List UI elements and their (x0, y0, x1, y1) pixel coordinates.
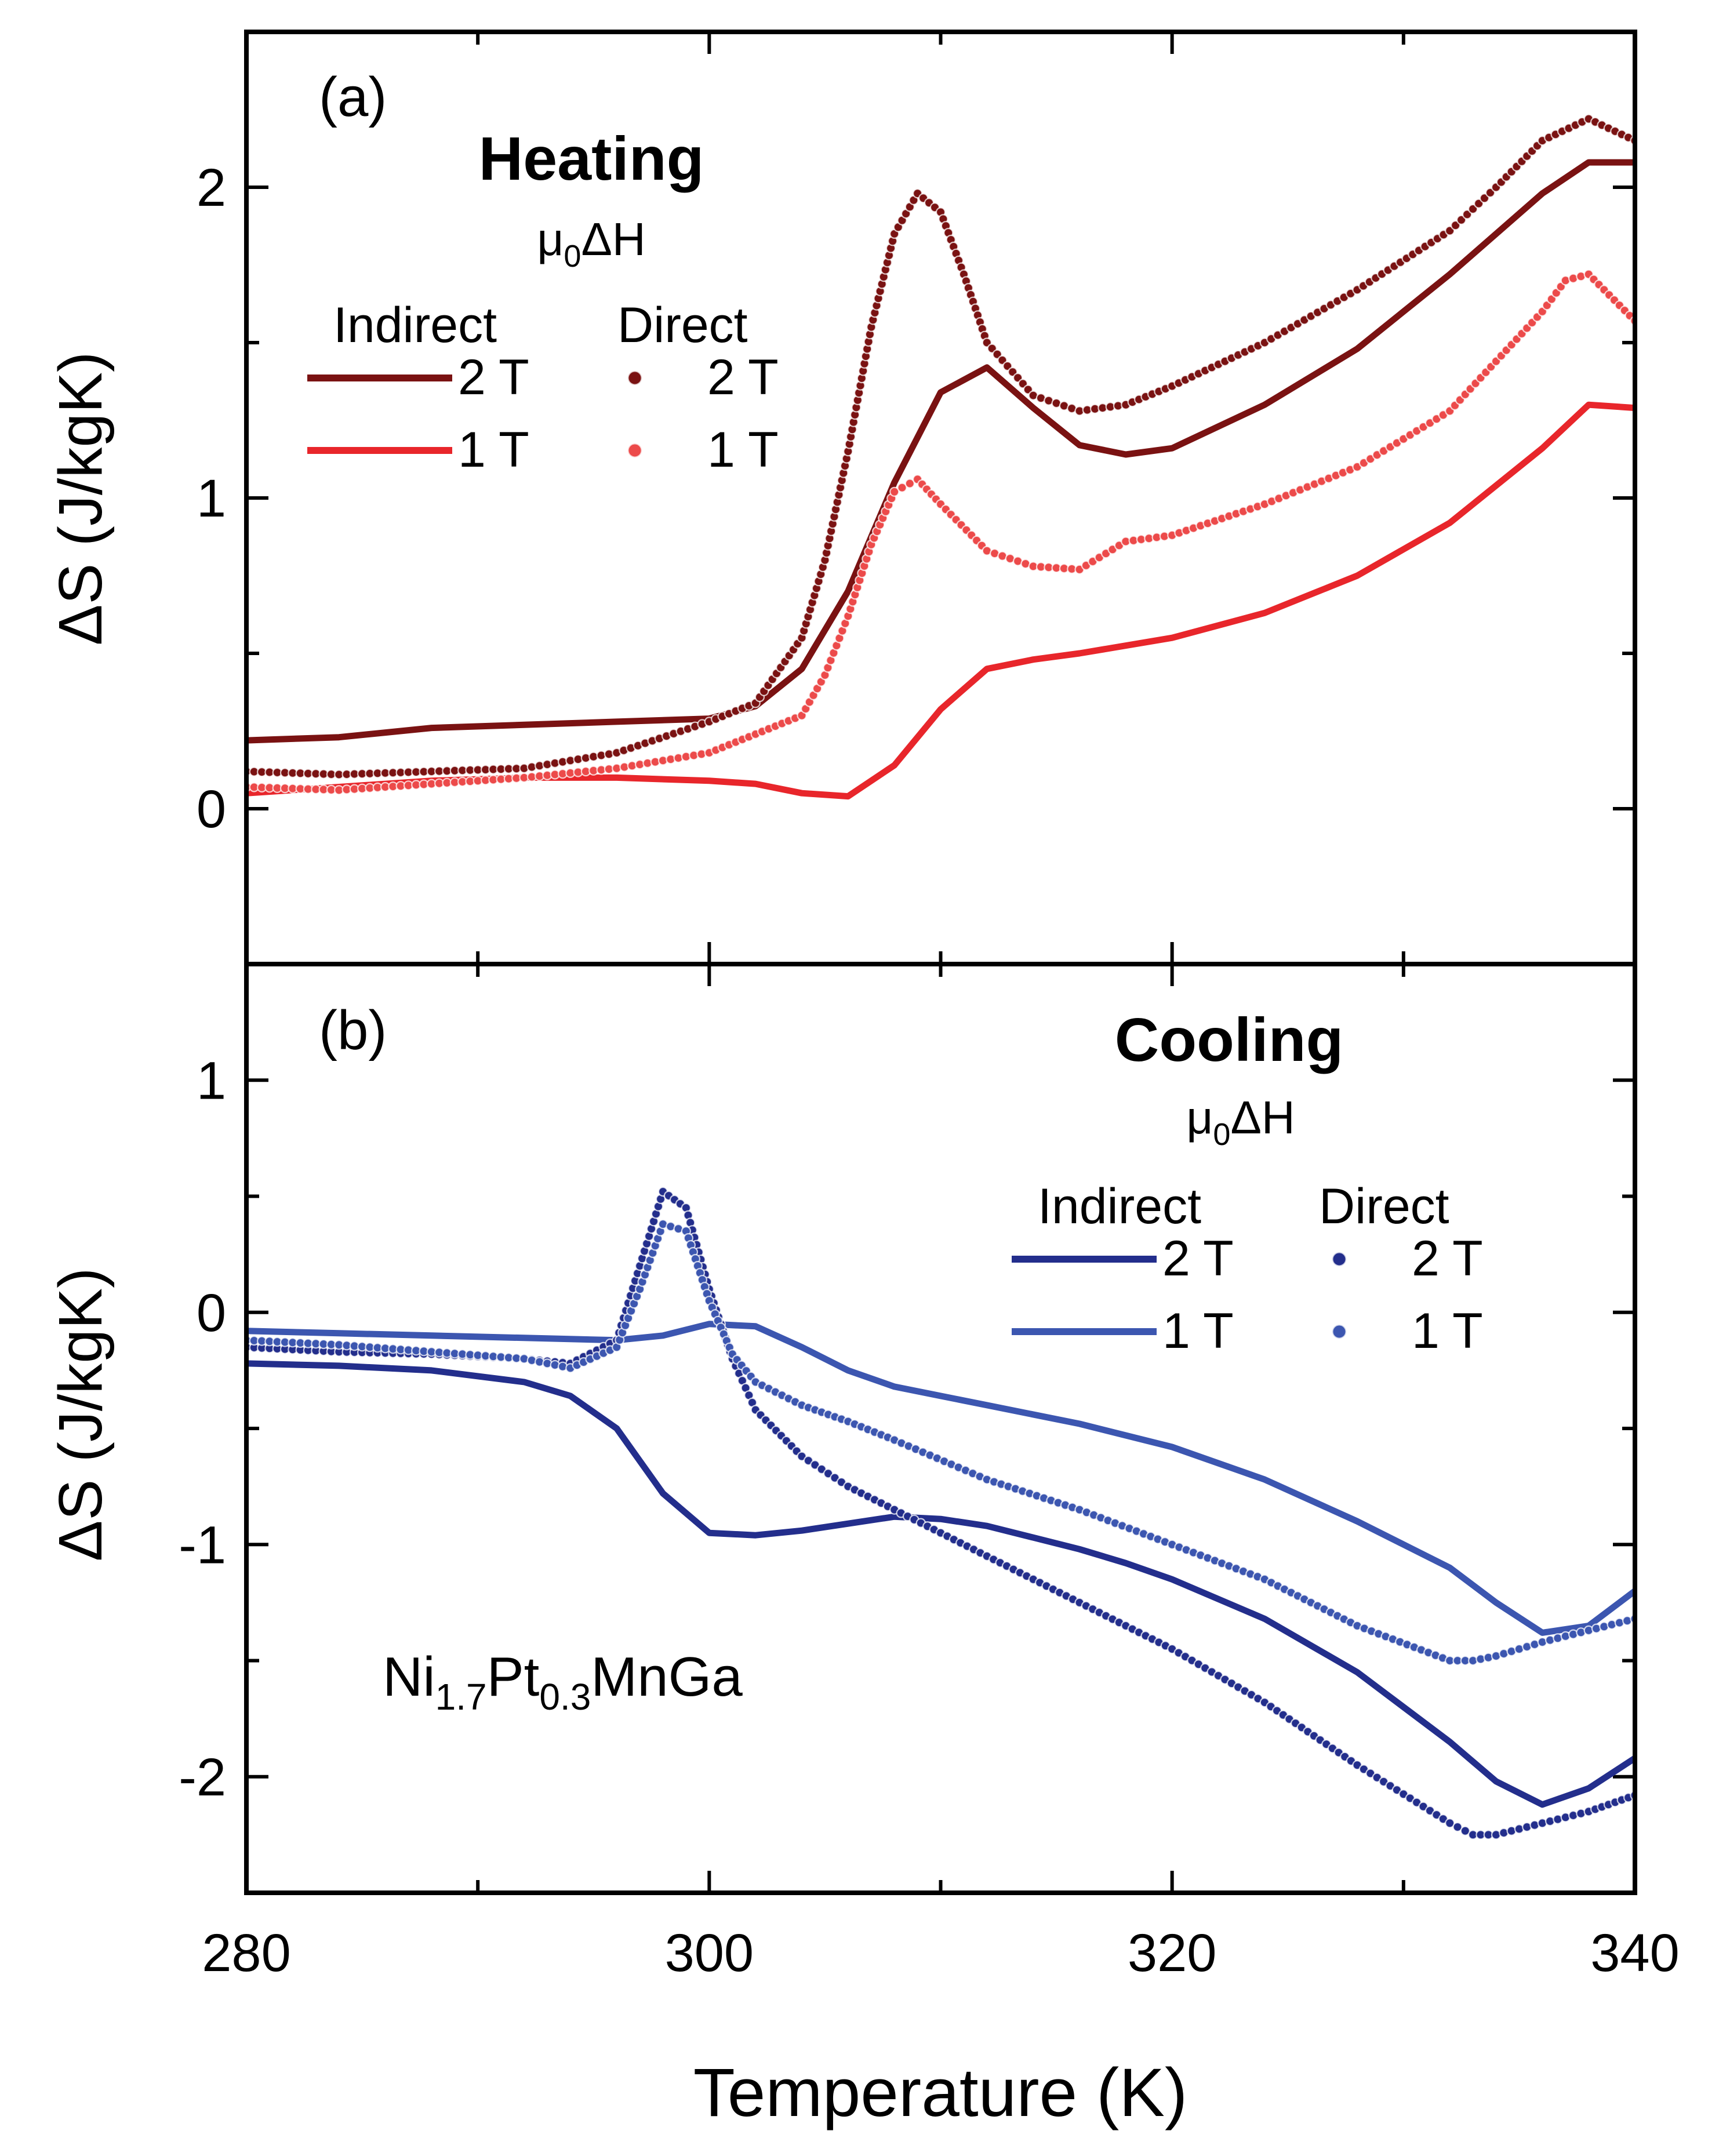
legend-label: 2 T (1412, 1231, 1483, 1286)
y-tick-label: -2 (179, 1748, 226, 1807)
panel-b-label: (b) (319, 999, 387, 1061)
sample-formula: Ni1.7Pt0.3MnGa (383, 1646, 743, 1718)
series-line-indirect-2-t (246, 159, 1635, 744)
panel-b-series (246, 1186, 1635, 1840)
x-tick-label: 280 (202, 1924, 291, 1983)
panel-b-title: Cooling (1115, 1006, 1343, 1074)
series-markers-direct-1-t (246, 269, 1635, 795)
data-point (889, 486, 900, 497)
y-tick-label: 0 (197, 780, 226, 839)
panel-b-cooling: 1 0 -1 -2 280 300 320 340 (b) Cooling μ0ΔH Indi… (46, 962, 1680, 2131)
panel-a-heating: 0 1 2 (a) Heating μ0ΔH Indirect Direct 2 T… (46, 30, 1637, 966)
data-point (1460, 1826, 1470, 1836)
panel-b-legend-indirect-header: Indirect (1038, 1179, 1201, 1234)
y-tick-label: -1 (179, 1515, 226, 1575)
panel-a-label: (a) (319, 66, 387, 128)
panel-a-series (246, 114, 1635, 800)
legend-label: 1 T (458, 422, 529, 478)
legend-marker-sample (1331, 1251, 1347, 1267)
series-markers-direct-1-t (246, 1219, 1635, 1666)
legend-marker-sample (1331, 1324, 1347, 1340)
panel-b-ticks: 1 0 -1 -2 280 300 320 340 (179, 962, 1680, 1983)
panel-b-ylabel: ΔS (J/kgK) (46, 1268, 115, 1562)
x-tick-label: 340 (1590, 1924, 1680, 1983)
legend-label: 1 T (1412, 1303, 1483, 1359)
panel-b-legend: 2 T 1 T 2 T 1 T (1012, 1231, 1483, 1359)
x-tick-label: 300 (665, 1924, 754, 1983)
legend-label: 1 T (1162, 1303, 1234, 1359)
panel-a-field-label: μ0ΔH (537, 213, 645, 274)
series-line-indirect-1-t (246, 1321, 1635, 1636)
legend-label: 2 T (1162, 1231, 1234, 1286)
panel-b-frame (244, 962, 1637, 1895)
panel-a-legend-indirect-header: Indirect (333, 297, 497, 353)
panel-a-legend: 2 T 1 T 2 T 1 T (307, 350, 779, 478)
panel-a-ylabel: ΔS (J/kgK) (46, 352, 115, 646)
x-tick-label: 320 (1128, 1924, 1217, 1983)
y-tick-label: 0 (197, 1284, 226, 1343)
series-markers-direct-2-t (246, 114, 1635, 780)
legend-label: 2 T (458, 350, 529, 405)
data-point (1452, 1821, 1463, 1833)
data-point (904, 478, 915, 489)
legend-label: 1 T (707, 422, 779, 478)
series-line-indirect-2-t (246, 1360, 1635, 1808)
panel-a-legend-direct-header: Direct (617, 297, 748, 353)
y-tick-label: 1 (197, 469, 226, 528)
x-axis-label: Temperature (K) (693, 2055, 1188, 2131)
y-tick-label: 1 (197, 1051, 226, 1110)
legend-label: 2 T (707, 350, 779, 405)
legend-marker-sample (627, 442, 643, 459)
legend-marker-sample (627, 370, 643, 386)
series-line-indirect-1-t (246, 401, 1635, 800)
data-point (1445, 1818, 1455, 1828)
data-point (897, 482, 907, 493)
panel-a-title: Heating (479, 125, 704, 193)
panel-a-ticks: 0 1 2 (197, 30, 1637, 966)
panel-b-field-label: μ0ΔH (1186, 1092, 1295, 1152)
y-tick-label: 2 (197, 158, 226, 217)
panel-b-legend-direct-header: Direct (1319, 1179, 1449, 1234)
